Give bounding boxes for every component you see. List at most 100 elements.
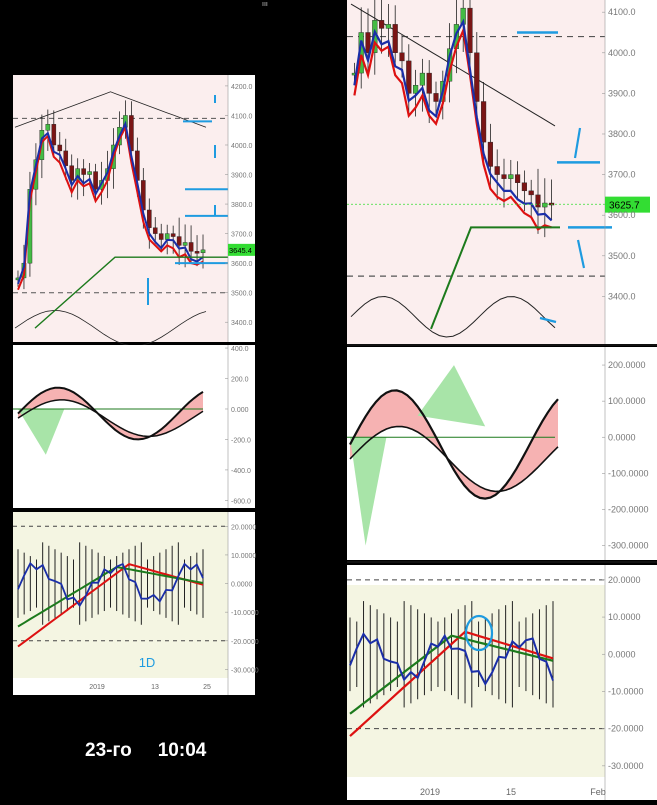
large-cci-blue: [349, 631, 554, 686]
small-candle: [158, 233, 164, 240]
small-price-tick-label: 4000.0: [231, 143, 253, 150]
large-price-tick-label: 4000.0: [608, 48, 636, 58]
caption-time: 10:04: [157, 740, 207, 761]
small-price-tick-label: 3400.0: [231, 320, 253, 327]
small-candle: [188, 242, 194, 252]
large-candle: [535, 194, 541, 208]
large-x-tick-label: Feb: [590, 787, 606, 797]
large-red-ma: [353, 26, 552, 231]
large-accent-arrow: [573, 127, 582, 159]
large-candle: [542, 202, 548, 208]
large-price-tick-label: 3700.0: [608, 170, 636, 180]
small-candle: [176, 236, 182, 246]
large-cci-tick-label: -30.0000: [608, 761, 644, 771]
large-candle: [426, 72, 432, 94]
small-upper-band: [14, 91, 207, 128]
large-band-fill: [347, 0, 605, 345]
small-candle: [147, 209, 152, 228]
small-candle: [63, 150, 69, 166]
large-candle: [494, 166, 500, 175]
small-candle: [164, 233, 170, 240]
small-candle: [45, 124, 51, 131]
small-cci-tick-label: 10.0000: [231, 553, 256, 560]
large-candle: [392, 24, 398, 53]
large-accent-arrow: [576, 239, 586, 269]
small-price-panel: [13, 75, 255, 347]
large-candle: [515, 174, 521, 183]
small-candle: [152, 227, 158, 234]
small-price-tag: [228, 243, 255, 256]
large-candle: [467, 7, 473, 53]
small-macd-tick-label: 400.0: [231, 346, 249, 353]
large-macd-signal: [349, 425, 559, 493]
large-candle: [385, 24, 391, 29]
large-price-tick-label: 3600.0: [608, 210, 636, 220]
small-cci-tick-label: 20.0000: [231, 524, 256, 531]
large-x-tick-label: 15: [506, 787, 516, 797]
small-macd-tick-label: -600.0: [231, 498, 251, 505]
large-price-tick-label: 3900.0: [608, 88, 636, 98]
small-price-tick-label: 3700.0: [231, 232, 253, 239]
large-candle: [487, 141, 493, 167]
small-macd-cloud-green: [18, 409, 65, 455]
large-candle: [419, 72, 425, 86]
small-price-tick-label: 4200.0: [231, 84, 253, 91]
large-price-tick-label: 3400.0: [608, 291, 636, 301]
caption: 23-го 10:04: [85, 740, 232, 762]
large-macd-panel-bg: [347, 347, 657, 560]
large-price-tick-label: 3500.0: [608, 251, 636, 261]
large-candle: [508, 174, 514, 179]
small-cci-blue: [17, 561, 204, 608]
large-price-tag-label: 3625.7: [609, 201, 640, 212]
large-price-tag: [605, 196, 650, 213]
small-cci-bg: [13, 512, 228, 678]
large-price-tick-label: 3800.0: [608, 129, 636, 139]
small-candle: [51, 124, 57, 146]
small-cci-panel: [13, 512, 255, 695]
small-price-tick-label: 3500.0: [231, 291, 253, 298]
small-cci-tick-label: -20.0000: [231, 639, 259, 646]
large-candle: [399, 52, 405, 62]
small-macd-tick-label: -200.0: [231, 437, 251, 444]
small-cci-tick-label: -30.0000: [231, 667, 259, 674]
small-macd-panel: [13, 345, 255, 508]
small-price-tick-label: 3800.0: [231, 202, 253, 209]
large-green-stop: [430, 226, 560, 330]
small-candle: [194, 251, 200, 254]
small-cci-tick-label: 0.0000: [231, 582, 253, 589]
large-candle: [365, 32, 371, 53]
large-macd-tick-label: 0.0000: [608, 432, 636, 442]
small-macd-signal: [17, 399, 204, 438]
large-cci-green: [349, 634, 554, 715]
timeframe-label: 1D: [139, 655, 156, 670]
large-candle: [501, 174, 507, 179]
small-candle: [57, 144, 63, 152]
large-macd-tick-label: 200.0000: [608, 360, 646, 370]
caption-day: 23-го: [85, 740, 132, 761]
large-macd-cloud-green: [417, 365, 486, 427]
small-blue-ma: [17, 120, 204, 285]
small-candle: [182, 242, 188, 246]
large-macd-panel: [347, 347, 657, 563]
small-candle: [93, 171, 98, 190]
large-cci-tick-label: 0.0000: [608, 649, 636, 659]
large-candle: [528, 190, 534, 196]
large-macd-tick-label: -200.0000: [608, 504, 649, 514]
large-candle: [474, 52, 480, 102]
small-price-tick-label: 4100.0: [231, 113, 253, 120]
small-cci-red: [17, 563, 204, 648]
large-blue-ma: [353, 18, 553, 222]
small-price-tick-label: 3600.0: [231, 261, 253, 268]
large-accent-arrow: [539, 316, 557, 324]
small-x-tick-label: 13: [151, 684, 159, 691]
large-cci-bg: [347, 585, 605, 777]
large-candle: [379, 20, 385, 29]
large-candle: [433, 93, 439, 102]
small-macd-tick-label: 0.000: [231, 407, 249, 414]
large-macd-cloud-green: [350, 437, 387, 546]
large-cci-tick-label: -10.0000: [608, 686, 644, 696]
large-price-tick-label: 4100.0: [608, 7, 636, 17]
small-price-tick-label: 3900.0: [231, 173, 253, 180]
large-cci-tick-label: 10.0000: [608, 612, 641, 622]
